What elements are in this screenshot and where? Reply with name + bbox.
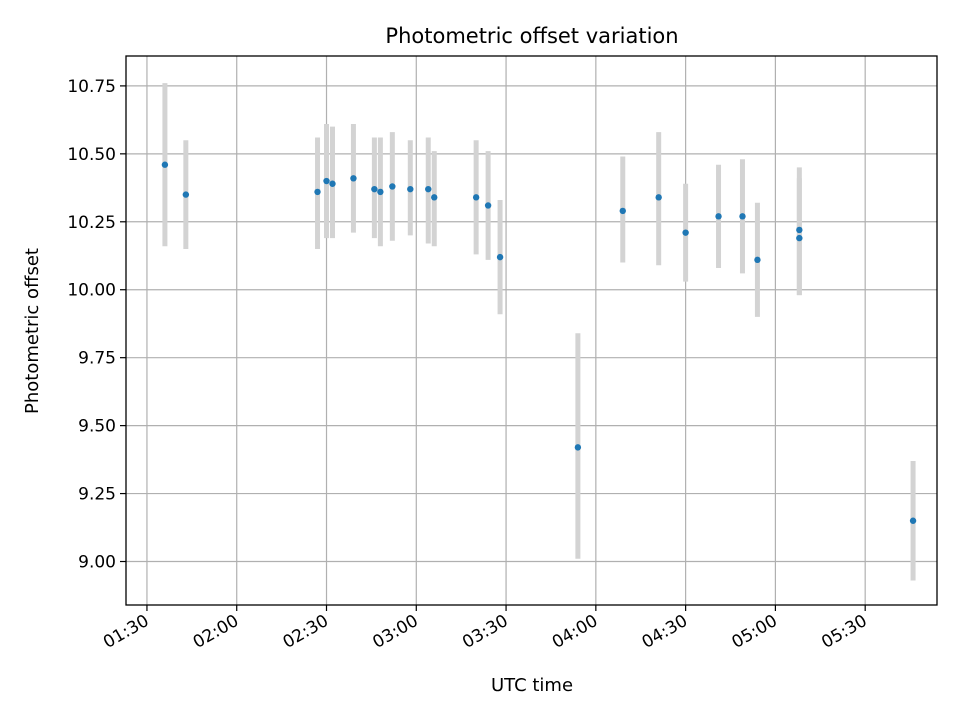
y-tick-label: 10.75	[67, 77, 116, 97]
data-point	[619, 207, 626, 215]
data-point	[389, 183, 396, 190]
data-point	[496, 253, 504, 261]
data-point	[407, 185, 414, 193]
y-axis-label: Photometric offset	[22, 248, 43, 414]
data-point	[655, 194, 662, 201]
y-tick-label: 9.25	[78, 485, 116, 505]
data-point	[425, 185, 432, 193]
y-tick-label: 10.25	[67, 213, 116, 233]
data-point	[314, 188, 321, 196]
y-tick-label: 9.00	[78, 553, 116, 573]
data-points	[161, 161, 917, 524]
y-tick-label: 10.50	[67, 145, 116, 165]
data-point	[484, 202, 492, 209]
y-tick-label: 10.00	[67, 281, 116, 301]
data-point	[739, 213, 746, 220]
data-point	[754, 256, 761, 264]
x-axis-label: UTC time	[491, 675, 573, 696]
y-axis-ticks: 9.00 9.25 9.50 9.75 10.00 10.25 10.50 10.75	[67, 77, 126, 573]
data-point	[350, 175, 357, 182]
data-point	[371, 185, 378, 193]
data-point	[909, 517, 917, 524]
y-tick-label: 9.75	[78, 349, 116, 369]
data-point	[574, 444, 582, 451]
chart-title: Photometric offset variation	[385, 24, 678, 48]
data-point	[715, 213, 722, 220]
data-point	[323, 177, 330, 185]
data-point	[182, 191, 190, 198]
data-point	[682, 229, 689, 236]
data-point	[472, 194, 480, 201]
plot-frame	[125, 55, 938, 606]
data-point	[377, 188, 384, 196]
data-point	[161, 161, 169, 168]
data-point	[431, 194, 438, 201]
data-point	[796, 234, 803, 242]
data-point	[329, 180, 336, 187]
data-point	[796, 226, 803, 234]
y-tick-label: 9.50	[78, 417, 116, 437]
